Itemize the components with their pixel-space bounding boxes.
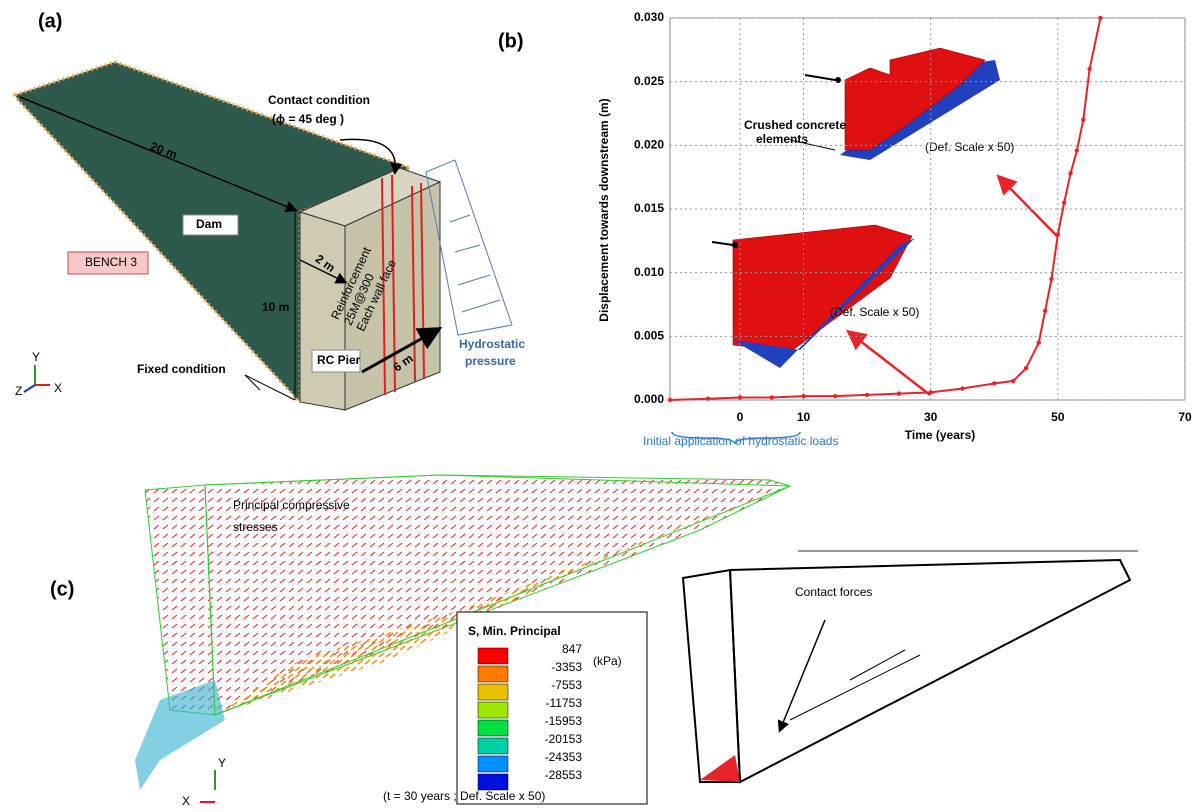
axis-label: X xyxy=(54,381,62,395)
data-point xyxy=(1075,148,1079,152)
data-point xyxy=(770,395,774,399)
legend-value: -24353 xyxy=(545,750,583,764)
x-tick-label: 70 xyxy=(1178,410,1192,424)
panel-a: Contact condition (ϕ = 45 deg ) 20 m Dam… xyxy=(15,62,525,410)
legend-unit: (kPa) xyxy=(593,654,622,668)
annotation: Initial application of hydrostatic loads xyxy=(643,434,838,448)
axis-label: X xyxy=(182,794,190,808)
annotation: Contact forces xyxy=(795,585,872,599)
data-point xyxy=(1062,200,1066,204)
figure: (a) (b) (c) Contact condition (ϕ = 45 de… xyxy=(0,0,1200,812)
legend-title: S, Min. Principal xyxy=(468,624,561,638)
label: BENCH 3 xyxy=(85,255,137,269)
label: RC Pier xyxy=(317,353,361,367)
data-point xyxy=(960,386,964,390)
x-tick-label: 30 xyxy=(924,410,938,424)
data-point xyxy=(897,391,901,395)
data-point xyxy=(738,395,742,399)
axis-label: Y xyxy=(32,350,40,364)
legend-swatch xyxy=(478,756,508,772)
x-tick-label: 50 xyxy=(1051,410,1065,424)
data-point xyxy=(1024,366,1028,370)
annotation: Principal compressive xyxy=(233,498,350,512)
data-point xyxy=(1081,118,1085,122)
panel-label: (a) xyxy=(38,10,62,32)
data-point xyxy=(865,393,869,397)
y-axis-label: Displacement towards downstream (m) xyxy=(597,98,611,321)
axis-label: Y xyxy=(218,756,226,770)
data-point xyxy=(1037,341,1041,345)
annotation: elements xyxy=(756,132,808,146)
legend-value: -28553 xyxy=(545,768,583,782)
panel-c: Y X Principal compressive stresses Conta… xyxy=(135,475,1138,808)
x-tick-label: 0 xyxy=(737,410,744,424)
annotation: Crushed concrete xyxy=(744,118,846,132)
panel-label: (c) xyxy=(50,578,74,600)
y-tick-label: 0.015 xyxy=(634,201,664,215)
annotation: (Def. Scale x 50) xyxy=(925,140,1014,154)
legend-value: -7553 xyxy=(551,678,582,692)
axis-label: Z xyxy=(15,384,22,398)
label: Dam xyxy=(196,217,222,231)
data-point xyxy=(1068,171,1072,175)
y-tick-label: 0.025 xyxy=(634,74,664,88)
legend-swatch xyxy=(478,666,508,682)
data-point xyxy=(668,398,672,402)
legend-swatch xyxy=(478,648,508,664)
data-point xyxy=(1056,232,1060,236)
data-point xyxy=(1049,277,1053,281)
annotation: (ϕ = 45 deg ) xyxy=(272,112,344,126)
legend-value: -15953 xyxy=(545,714,583,728)
legend-swatch xyxy=(478,738,508,754)
dimension: 10 m xyxy=(262,300,289,314)
annotation: Hydrostatic xyxy=(459,337,525,351)
annotation: Fixed condition xyxy=(137,362,226,376)
legend-swatch xyxy=(478,720,508,736)
data-point xyxy=(992,381,996,385)
y-tick-label: 0.005 xyxy=(634,329,664,343)
data-point xyxy=(1087,67,1091,71)
annotation: (Def. Scale x 50) xyxy=(830,305,919,319)
deformed-pier-images xyxy=(672,48,1058,444)
legend-value: 847 xyxy=(562,642,582,656)
data-point xyxy=(801,394,805,398)
data-point xyxy=(706,397,710,401)
y-tick-label: 0.030 xyxy=(634,10,664,24)
annotation: stresses xyxy=(233,520,278,534)
legend-value: -11753 xyxy=(546,696,583,710)
annotation: pressure xyxy=(465,354,516,368)
x-tick-label: 10 xyxy=(797,410,811,424)
data-point xyxy=(1043,309,1047,313)
panel-label: (b) xyxy=(498,30,524,52)
legend-value: -20153 xyxy=(545,732,583,746)
data-point xyxy=(1011,379,1015,383)
y-tick-label: 0.000 xyxy=(634,392,664,406)
y-tick-label: 0.010 xyxy=(634,265,664,279)
legend-swatch xyxy=(478,702,508,718)
data-point xyxy=(833,394,837,398)
x-axis-label: Time (years) xyxy=(905,428,975,442)
legend-swatch xyxy=(478,684,508,700)
data-point xyxy=(1098,16,1102,20)
legend-value: -3353 xyxy=(551,660,582,674)
y-tick-label: 0.020 xyxy=(634,138,664,152)
caption: (t = 30 years ; Def. Scale x 50) xyxy=(383,789,545,803)
annotation: Contact condition xyxy=(268,93,370,107)
legend-swatch xyxy=(478,774,508,790)
data-point xyxy=(928,390,932,394)
